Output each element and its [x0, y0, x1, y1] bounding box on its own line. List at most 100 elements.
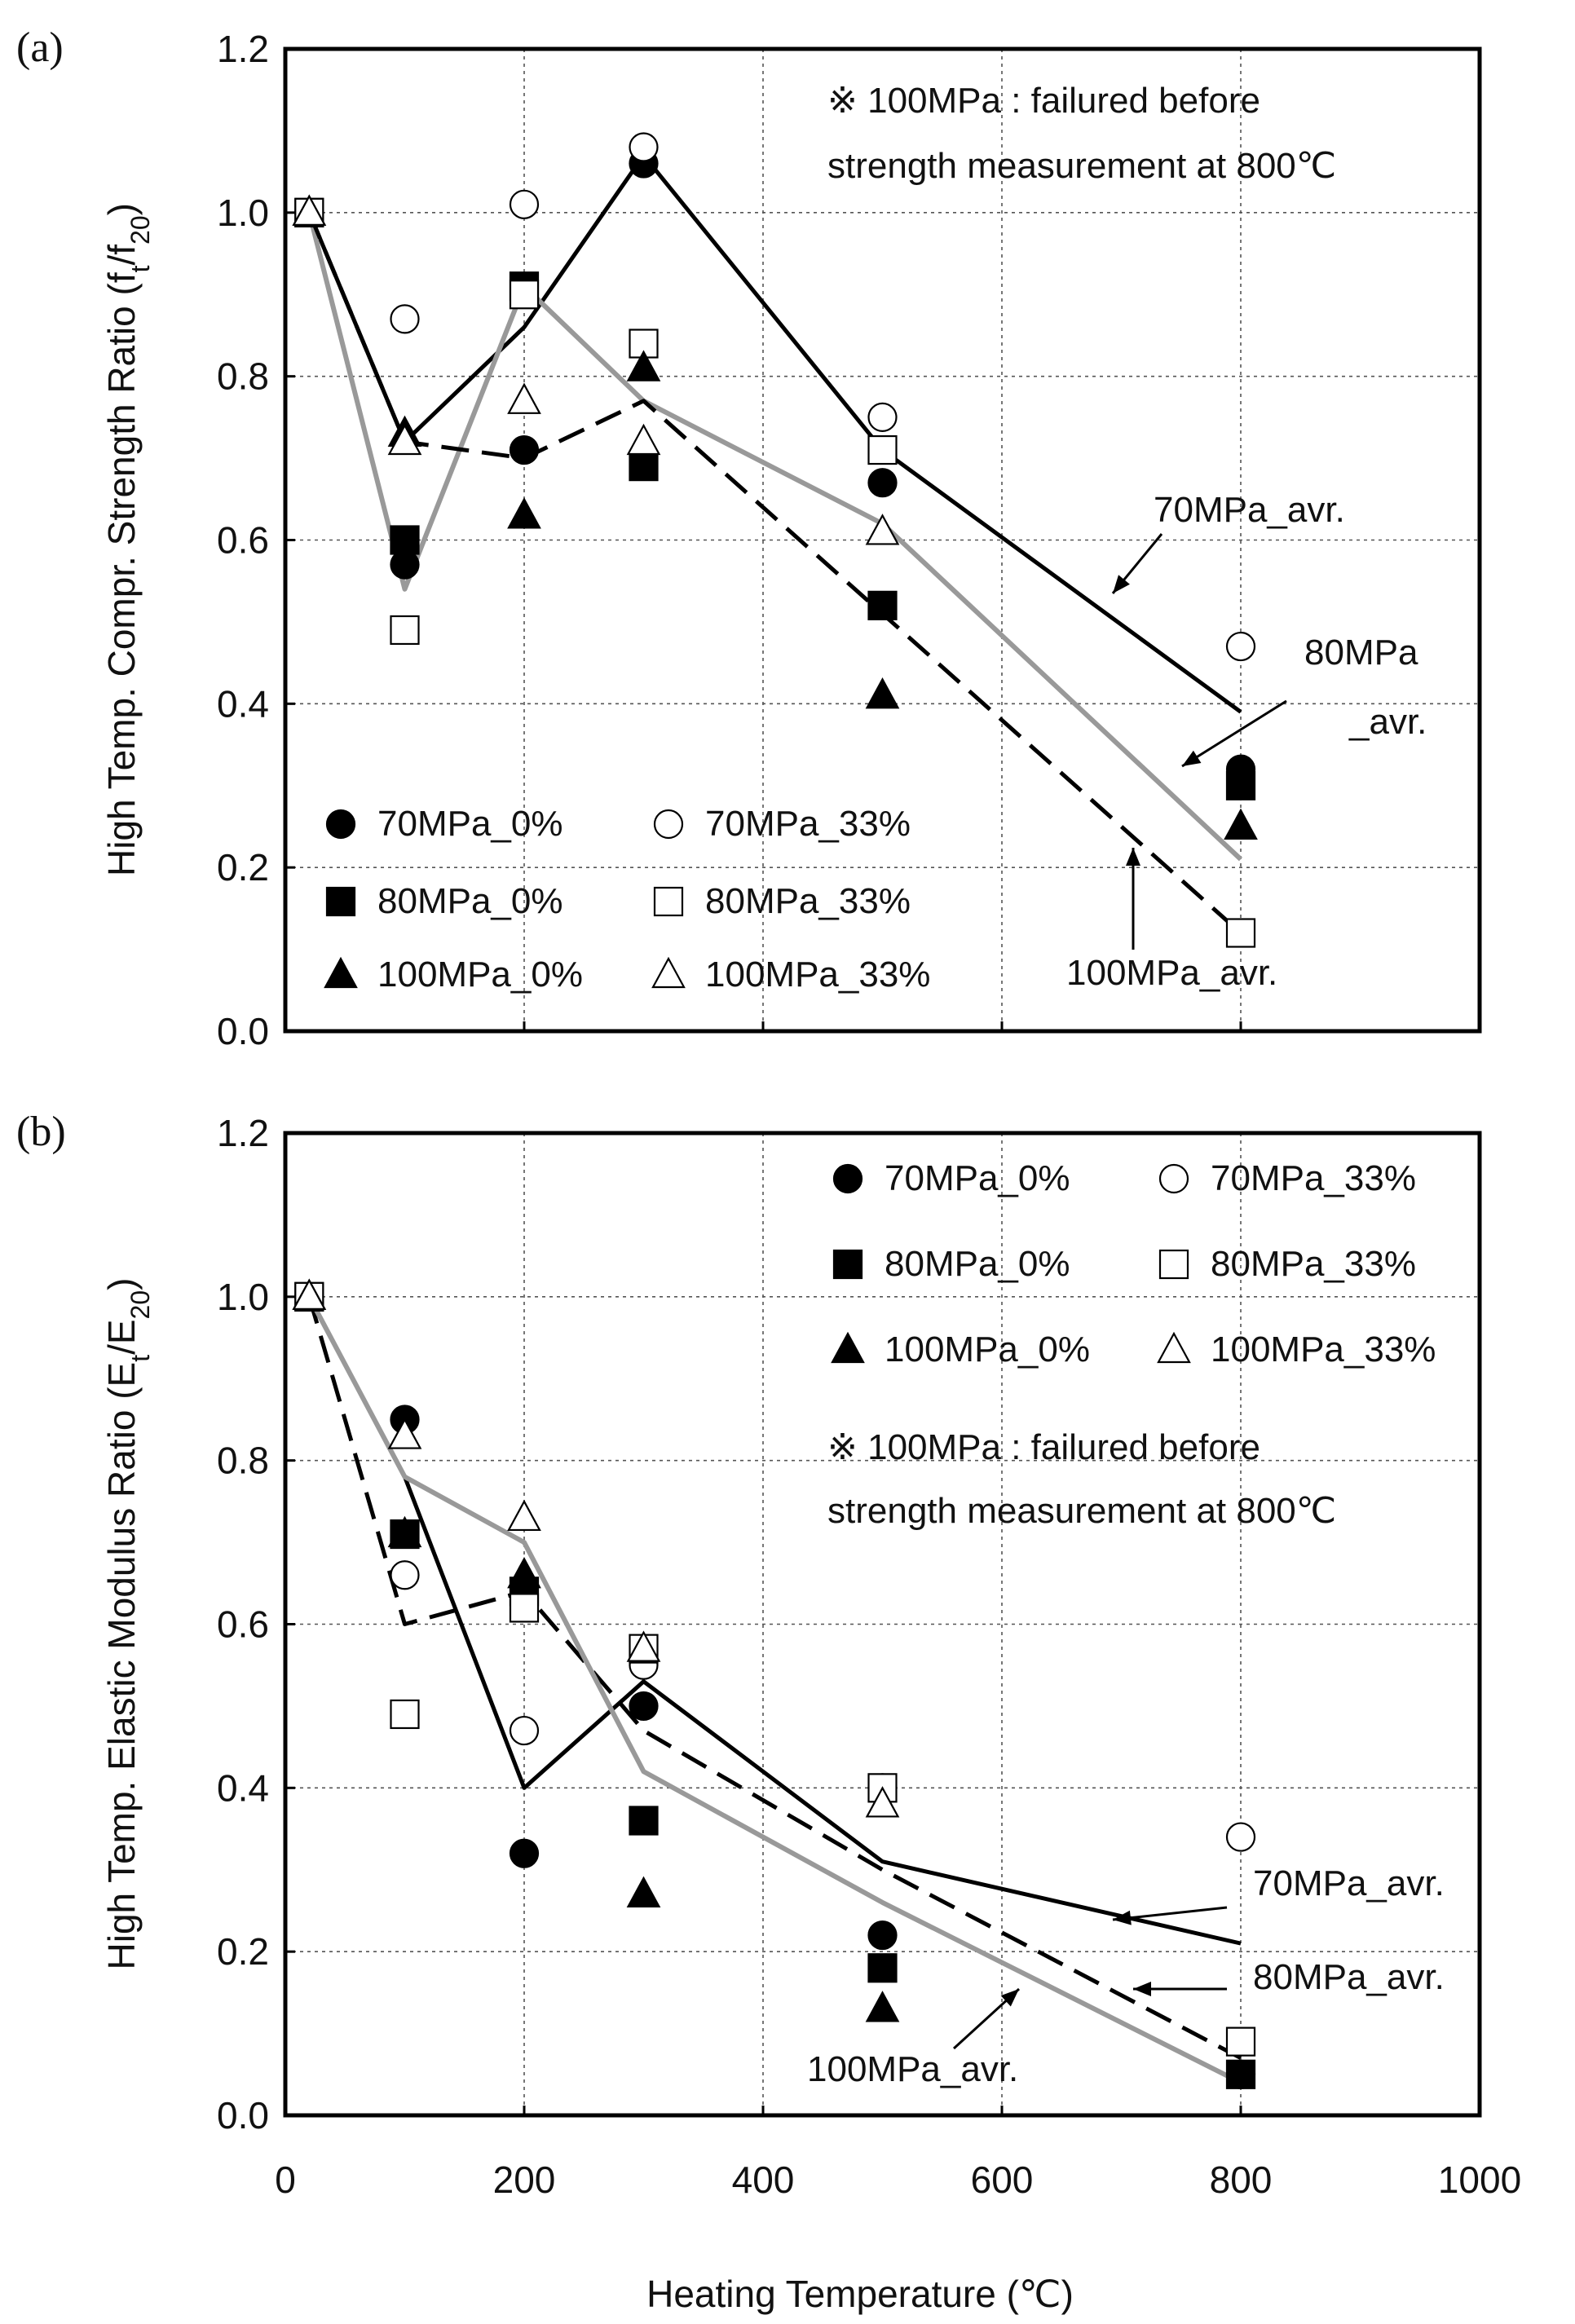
data-point: [292, 1278, 327, 1310]
legend-label: 70MPa_33%: [1211, 1158, 1416, 1198]
avg-line-100mpa-avr-: [307, 1295, 1242, 2085]
legend-marker: [325, 886, 356, 917]
y-label-mid: /f: [100, 245, 143, 266]
legend-marker: [653, 886, 684, 917]
series-100mpa-33-: [292, 194, 900, 545]
data-point: [507, 1499, 541, 1532]
note-line-2: strength measurement at 800℃: [827, 146, 1336, 186]
x-tick-label: 1000: [1438, 2159, 1521, 2201]
data-point: [1225, 631, 1256, 662]
data-point: [390, 525, 420, 555]
y-label-main: High Temp. Elastic Modulus Ratio (E: [100, 1362, 143, 1970]
avg-line-label: 70MPa_avr.: [1253, 1863, 1445, 1903]
y-label-sub: 20: [126, 215, 155, 245]
data-point: [507, 497, 541, 529]
y-tick-label: 0.4: [217, 682, 269, 725]
y-tick-label: 0.8: [217, 1440, 269, 1482]
y-axis-label: High Temp. Elastic Modulus Ratio (Et/E20…: [100, 1278, 155, 1970]
label-arrow: [1181, 699, 1287, 768]
legend-label: 70MPa_33%: [705, 804, 911, 844]
arrow-head: [1182, 750, 1202, 766]
legend-marker: [1158, 1163, 1189, 1194]
data-point: [390, 304, 420, 334]
legend-label: 80MPa_0%: [885, 1244, 1070, 1284]
y-label-end: ): [100, 203, 143, 215]
x-tick-label: 600: [971, 2159, 1034, 2201]
note-line-1: ※ 100MPa : failured before: [827, 1427, 1260, 1467]
avg-line-label: 80MPa: [1304, 633, 1418, 673]
legend-marker: [831, 1331, 865, 1364]
data-point: [626, 1876, 661, 1907]
data-point: [509, 1715, 540, 1746]
data-point: [387, 1515, 422, 1548]
data-point: [865, 1786, 900, 1818]
legend-marker: [325, 809, 356, 840]
data-point: [390, 1560, 420, 1590]
series-100mpa-0-: [292, 1278, 900, 2022]
legend: 70MPa_0% 70MPa_33% 80MPa_0% 80MPa_33% 100MPa…: [324, 804, 930, 994]
data-point: [292, 194, 327, 226]
data-point: [629, 1691, 659, 1722]
series-80mpa-33-: [294, 197, 1256, 948]
legend-label: 80MPa_33%: [705, 881, 911, 921]
y-tick-label: 0.6: [217, 519, 269, 562]
legend-label: 70MPa_0%: [377, 804, 562, 844]
avg-line-80mpa-avr-: [307, 1296, 1242, 2060]
x-tick-label: 400: [732, 2159, 795, 2201]
data-point: [629, 452, 659, 482]
avg-line-100mpa-avr-: [307, 211, 1242, 935]
y-tick-label: 0.6: [217, 1603, 269, 1646]
data-point: [867, 402, 898, 432]
legend-marker: [832, 1163, 863, 1194]
y-tick-label: 1.2: [217, 1112, 269, 1154]
data-point: [629, 329, 659, 359]
y-axis-label: High Temp. Compr. Strength Ratio (ft/f20…: [100, 203, 155, 876]
y-tick-label: 0.0: [217, 1010, 269, 1052]
arrow-head: [1113, 1910, 1132, 1925]
data-point: [867, 434, 898, 465]
data-point: [387, 1418, 422, 1449]
data-point: [509, 1593, 540, 1623]
avg-line-label: _avr.: [1348, 702, 1427, 742]
legend-label: 100MPa_0%: [885, 1330, 1090, 1369]
x-axis-title: Heating Temperature (℃): [646, 2273, 1074, 2315]
label-arrow: [1112, 1906, 1228, 1921]
panel-label: (a): [16, 24, 64, 71]
data-point: [865, 1991, 900, 2022]
legend-marker: [653, 809, 684, 840]
data-point: [509, 189, 540, 219]
legend-marker: [651, 956, 686, 989]
data-point: [390, 549, 420, 580]
note-line-1: ※ 100MPa : failured before: [827, 81, 1260, 121]
y-tick-label: 1.0: [217, 1276, 269, 1318]
data-point: [629, 132, 659, 162]
x-tick-label: 0: [275, 2159, 296, 2201]
y-label-mid: /E: [100, 1319, 143, 1354]
data-point: [390, 1699, 420, 1730]
data-point: [867, 1953, 898, 1983]
data-point: [1225, 2026, 1256, 2057]
arrow-head: [1113, 575, 1130, 593]
y-tick-label: 0.0: [217, 2094, 269, 2137]
series-100mpa-33-: [292, 1278, 900, 1818]
y-label-sub: t: [126, 265, 155, 272]
legend-marker: [1157, 1331, 1191, 1364]
data-point: [1225, 770, 1256, 800]
data-point: [867, 1920, 898, 1951]
y-tick-label: 0.4: [217, 1766, 269, 1809]
y-tick-label: 1.2: [217, 28, 269, 70]
data-point: [1225, 2059, 1256, 2089]
y-label-main: High Temp. Compr. Strength Ratio (f: [100, 272, 143, 876]
arrow-head: [1000, 1989, 1019, 2007]
avg-line-label: 100MPa_avr.: [807, 2049, 1018, 2089]
arrow-head: [1133, 1982, 1151, 1996]
legend-marker: [1158, 1249, 1189, 1280]
data-point: [629, 1806, 659, 1836]
y-label-sub: 20: [126, 1290, 155, 1320]
data-point: [507, 382, 541, 414]
avg-line-label: 80MPa_avr.: [1253, 1957, 1445, 1997]
data-point: [509, 280, 540, 310]
legend-label: 100MPa_0%: [377, 955, 583, 994]
data-point: [626, 423, 661, 456]
data-point: [626, 1630, 661, 1662]
